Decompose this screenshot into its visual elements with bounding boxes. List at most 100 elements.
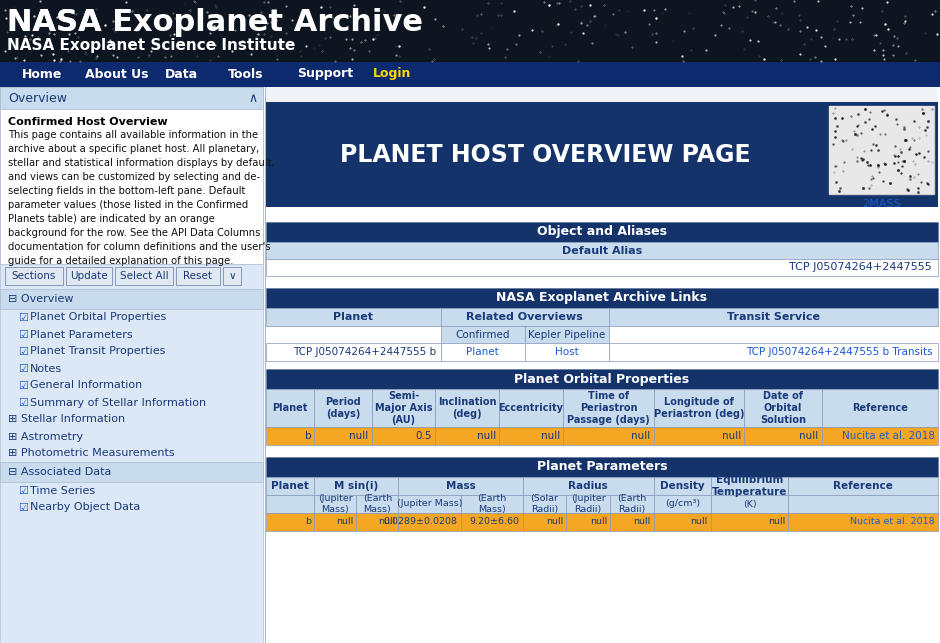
Bar <box>822 389 938 427</box>
Text: Sections: Sections <box>12 271 56 281</box>
Text: Time Series: Time Series <box>30 485 95 496</box>
Bar <box>653 389 744 427</box>
Text: ⊞ Photometric Measurements: ⊞ Photometric Measurements <box>8 449 175 458</box>
Bar <box>115 267 173 285</box>
Text: (Jupiter
Mass): (Jupiter Mass) <box>318 494 352 514</box>
Bar <box>563 389 653 427</box>
Text: null: null <box>722 431 742 441</box>
Text: (K): (K) <box>743 500 757 509</box>
Text: Transit Service: Transit Service <box>727 312 820 322</box>
Text: null: null <box>546 518 563 527</box>
Text: (Jupiter
Radii): (Jupiter Radii) <box>571 494 605 514</box>
Bar <box>441 326 525 343</box>
Text: Default Alias: Default Alias <box>562 246 642 255</box>
Bar <box>788 477 938 495</box>
Text: Reference: Reference <box>833 481 893 491</box>
Bar <box>314 495 356 513</box>
Bar <box>523 495 567 513</box>
Bar <box>223 267 241 285</box>
Bar <box>266 513 314 531</box>
Text: ⊟ Overview: ⊟ Overview <box>8 294 73 304</box>
Text: null: null <box>634 518 650 527</box>
Text: null: null <box>800 431 819 441</box>
Text: ☑: ☑ <box>18 312 28 323</box>
Bar <box>563 427 653 445</box>
Text: (Jupiter Mass): (Jupiter Mass) <box>397 500 462 509</box>
Bar <box>266 87 938 102</box>
Text: TCP J05074264+2447555: TCP J05074264+2447555 <box>790 262 932 273</box>
Bar <box>609 308 938 326</box>
Text: Nucita et al. 2018: Nucita et al. 2018 <box>851 518 935 527</box>
Text: Notes: Notes <box>30 363 62 374</box>
Bar <box>356 513 399 531</box>
Bar <box>822 427 938 445</box>
Bar <box>266 343 441 361</box>
Text: Planet Parameters: Planet Parameters <box>537 460 667 473</box>
Bar <box>711 495 788 513</box>
Text: Home: Home <box>22 68 62 80</box>
Text: NASA E: NASA E <box>7 8 133 37</box>
Text: This page contains all available information in the
archive about a specific pla: This page contains all available informa… <box>8 130 274 266</box>
Text: (g/cm³): (g/cm³) <box>665 500 700 509</box>
Text: ☑: ☑ <box>18 363 28 374</box>
Text: null: null <box>540 431 560 441</box>
Text: ⊞ Stellar Information: ⊞ Stellar Information <box>8 415 125 424</box>
Bar <box>788 513 938 531</box>
Bar <box>461 513 523 531</box>
Bar <box>399 495 461 513</box>
Text: Density: Density <box>660 481 705 491</box>
Bar <box>744 427 822 445</box>
Bar <box>0 0 940 62</box>
Text: About Us: About Us <box>85 68 149 80</box>
Text: NASA Exoplanet Archive Links: NASA Exoplanet Archive Links <box>496 291 708 305</box>
Bar <box>0 62 940 87</box>
Text: Planet Transit Properties: Planet Transit Properties <box>30 347 165 356</box>
Bar <box>266 242 938 259</box>
Bar <box>356 495 399 513</box>
Text: Summary of Stellar Information: Summary of Stellar Information <box>30 397 206 408</box>
Text: Nearby Object Data: Nearby Object Data <box>30 502 140 512</box>
Bar <box>314 513 356 531</box>
Text: 0.5: 0.5 <box>415 431 432 441</box>
Text: Data: Data <box>165 68 198 80</box>
Bar <box>0 109 263 264</box>
Text: null: null <box>632 431 650 441</box>
Text: null: null <box>350 431 368 441</box>
Bar <box>441 343 525 361</box>
Bar <box>266 389 314 427</box>
Bar <box>567 513 610 531</box>
Text: (Solar
Radii): (Solar Radii) <box>530 494 558 514</box>
Bar <box>525 326 609 343</box>
Bar <box>399 477 523 495</box>
Bar <box>266 369 938 389</box>
Text: b: b <box>305 431 311 441</box>
Text: Planet Orbital Properties: Planet Orbital Properties <box>514 372 690 386</box>
Text: Eccentricity: Eccentricity <box>498 403 564 413</box>
Text: Longitude of
Periastron (deg): Longitude of Periastron (deg) <box>654 397 744 419</box>
Text: Planet: Planet <box>466 347 499 357</box>
Text: Overview: Overview <box>8 91 67 105</box>
Bar <box>66 267 112 285</box>
Bar <box>744 389 822 427</box>
Bar <box>5 267 63 285</box>
Text: Reference: Reference <box>852 403 908 413</box>
Bar <box>0 462 263 482</box>
Bar <box>610 495 653 513</box>
Bar <box>371 389 435 427</box>
Text: NASA Exoplanet Archive: NASA Exoplanet Archive <box>7 8 423 37</box>
Bar <box>829 106 934 194</box>
Bar <box>653 427 744 445</box>
Text: ☑: ☑ <box>18 502 28 512</box>
Text: Planet: Planet <box>334 312 373 322</box>
Text: ☑: ☑ <box>18 347 28 356</box>
Text: Planet Parameters: Planet Parameters <box>30 329 133 340</box>
Text: NASA Exoplanet Science Institute: NASA Exoplanet Science Institute <box>7 38 295 53</box>
Text: Confirmed Host Overview: Confirmed Host Overview <box>8 117 167 127</box>
Bar <box>653 477 711 495</box>
Bar <box>610 513 653 531</box>
Text: Planet: Planet <box>272 481 309 491</box>
Text: Related Overviews: Related Overviews <box>466 312 583 322</box>
Bar <box>266 102 938 207</box>
Bar <box>0 87 263 109</box>
Bar <box>266 457 938 477</box>
